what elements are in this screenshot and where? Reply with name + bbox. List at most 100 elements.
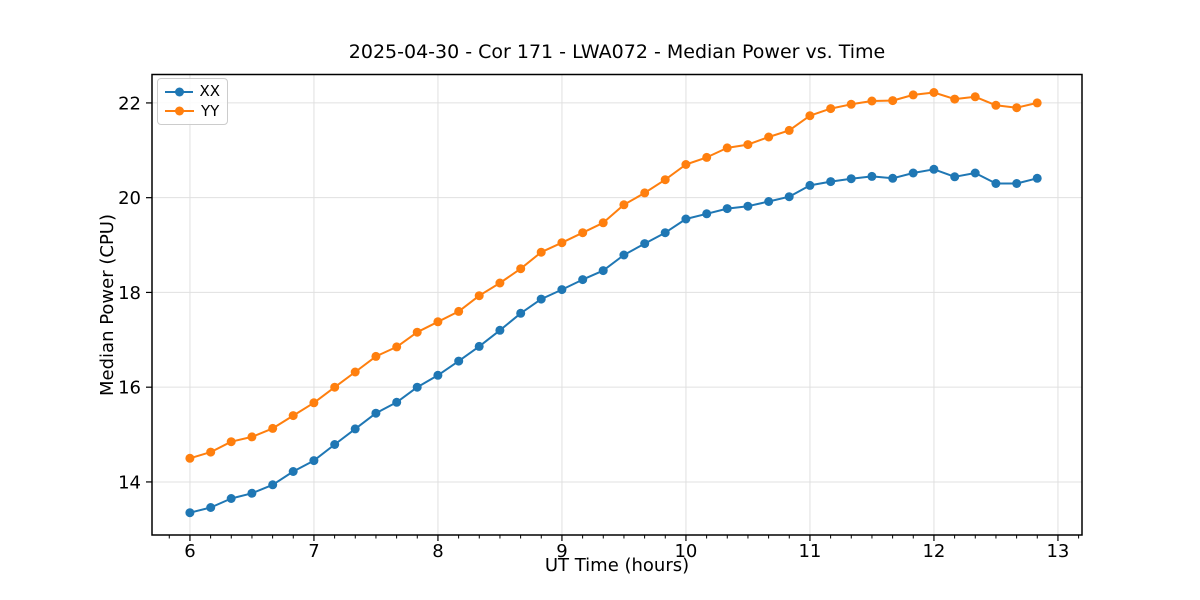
- data-point-yy: [226, 437, 236, 447]
- data-point-yy: [392, 342, 402, 352]
- data-point-xx: [309, 456, 319, 466]
- data-point-xx: [206, 503, 216, 512]
- data-point-xx: [185, 508, 195, 518]
- x-tick-label: 7: [308, 541, 319, 562]
- data-point-yy: [970, 92, 980, 102]
- data-point-yy: [1032, 98, 1042, 108]
- data-point-xx: [516, 308, 526, 318]
- data-point-xx: [640, 239, 650, 249]
- data-point-yy: [908, 90, 918, 100]
- data-point-xx: [846, 174, 856, 184]
- data-point-yy: [247, 432, 257, 442]
- data-point-xx: [578, 275, 588, 285]
- y-tick-label: 14: [118, 472, 141, 493]
- legend-label: XX: [199, 82, 220, 101]
- data-point-xx: [226, 494, 236, 503]
- data-point-yy: [784, 125, 794, 135]
- data-point-yy: [660, 175, 670, 185]
- legend-swatch-icon: [165, 106, 194, 116]
- data-point-xx: [722, 204, 732, 214]
- plot-border: [151, 73, 1083, 536]
- data-point-xx: [660, 228, 670, 238]
- data-point-yy: [412, 327, 422, 337]
- data-point-yy: [743, 140, 753, 150]
- x-tick-label: 8: [432, 541, 443, 562]
- axis-ticks: 6 7 8 9 10 11 12 13 14 16 18 20 22: [118, 93, 1080, 562]
- data-point-xx: [888, 173, 898, 183]
- data-point-yy: [764, 132, 774, 142]
- data-point-xx: [681, 214, 691, 224]
- data-point-yy: [185, 453, 195, 463]
- y-axis-label: Median Power (CPU): [97, 214, 118, 396]
- data-point-xx: [950, 172, 960, 182]
- data-point-xx: [557, 285, 567, 295]
- data-point-xx: [929, 164, 939, 174]
- data-point-xx: [412, 382, 422, 392]
- data-point-yy: [950, 94, 960, 104]
- data-point-xx: [619, 250, 629, 260]
- legend-item-yy: YY: [164, 102, 220, 121]
- data-point-xx: [268, 480, 278, 490]
- data-point-xx: [598, 266, 608, 276]
- data-point-xx: [536, 294, 546, 304]
- y-tick-label: 16: [118, 378, 141, 399]
- x-tick-label: 12: [922, 541, 945, 562]
- data-point-yy: [929, 88, 939, 97]
- data-point-xx: [784, 192, 794, 202]
- x-tick-label: 11: [798, 541, 821, 562]
- data-point-yy: [288, 411, 298, 421]
- data-point-xx: [474, 341, 484, 351]
- data-point-yy: [702, 152, 712, 162]
- legend-item-xx: XX: [164, 82, 220, 101]
- data-point-yy: [578, 228, 588, 238]
- data-point-xx: [433, 370, 443, 380]
- data-point-xx: [970, 168, 980, 178]
- data-point-xx: [454, 356, 464, 366]
- data-point-xx: [288, 467, 298, 476]
- data-point-xx: [908, 168, 918, 178]
- data-point-yy: [309, 398, 319, 408]
- data-point-yy: [495, 278, 505, 288]
- data-point-yy: [433, 317, 443, 327]
- data-point-yy: [640, 188, 650, 198]
- data-point-xx: [702, 209, 712, 219]
- x-axis-label: UT Time (hours): [545, 555, 689, 576]
- legend-label: YY: [201, 101, 220, 120]
- data-point-yy: [350, 367, 360, 377]
- data-point-xx: [247, 488, 257, 498]
- data-point-yy: [991, 100, 1001, 110]
- data-point-yy: [474, 291, 484, 301]
- data-point-xx: [743, 201, 753, 211]
- data-point-xx: [805, 180, 815, 190]
- data-point-xx: [330, 440, 340, 449]
- x-tick-label: 6: [184, 541, 195, 562]
- data-point-yy: [888, 96, 898, 106]
- data-point-xx: [826, 177, 836, 187]
- data-point-xx: [371, 408, 381, 418]
- x-tick-label: 13: [1046, 541, 1069, 562]
- data-point-xx: [764, 197, 774, 206]
- data-point-yy: [846, 99, 856, 109]
- gridlines: [152, 74, 1082, 535]
- x-tick-label: 10: [674, 541, 697, 562]
- y-tick-label: 20: [118, 188, 141, 209]
- data-series: [185, 88, 1042, 518]
- data-point-yy: [805, 111, 815, 121]
- data-point-yy: [619, 200, 629, 210]
- data-point-xx: [991, 179, 1001, 188]
- data-point-yy: [454, 306, 464, 316]
- data-point-yy: [681, 160, 691, 169]
- data-point-yy: [598, 218, 608, 228]
- data-point-xx: [392, 397, 402, 407]
- data-point-yy: [536, 247, 546, 257]
- data-point-xx: [495, 325, 505, 335]
- data-point-yy: [826, 104, 836, 114]
- data-point-yy: [516, 264, 526, 274]
- data-point-yy: [206, 447, 216, 457]
- data-point-yy: [330, 382, 340, 392]
- data-point-yy: [557, 238, 567, 248]
- data-point-yy: [867, 96, 877, 106]
- x-tick-label: 9: [556, 541, 567, 562]
